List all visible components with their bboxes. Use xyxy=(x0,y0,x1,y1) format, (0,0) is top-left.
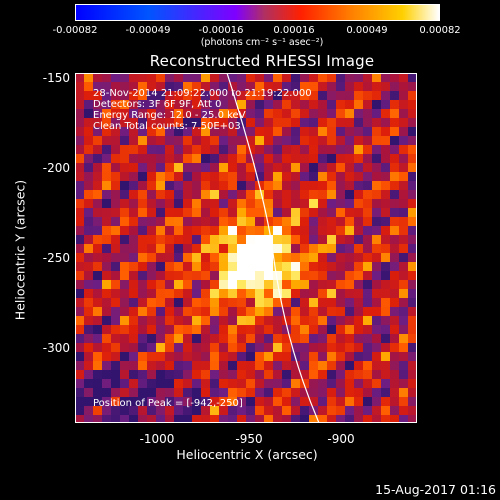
annotation-peak-position: Position of Peak = [-942,-250] xyxy=(93,398,243,409)
x-tick-label: -900 xyxy=(327,432,355,446)
annotation-time-range: 28-Nov-2014 21:09:22.000 to 21:19:22.000 xyxy=(93,88,312,99)
timestamp: 15-Aug-2017 01:16 xyxy=(375,482,496,497)
colorbar-tick-label: 0.00049 xyxy=(346,25,388,36)
y-tick-label: -300 xyxy=(42,341,70,355)
x-tick-label: -950 xyxy=(235,432,263,446)
y-tick-label: -200 xyxy=(42,161,70,175)
x-tick-label: -1000 xyxy=(139,432,175,446)
annotation-method-counts: Clean Total counts: 7.50E+03 xyxy=(93,121,241,132)
plot-frame xyxy=(75,73,417,423)
solar-limb-line xyxy=(226,73,320,423)
colorbar-units: (photons cm⁻² s⁻¹ asec⁻²) xyxy=(200,37,324,48)
y-axis-label: Heliocentric Y (arcsec) xyxy=(12,179,28,321)
annotation-energy-range: Energy Range: 12.0 - 25.0 keV xyxy=(93,110,246,121)
heatmap-image xyxy=(75,73,417,423)
y-tick-label: -250 xyxy=(42,251,70,265)
x-axis-label: Heliocentric X (arcsec) xyxy=(176,447,318,462)
colorbar-tick-label: -0.00016 xyxy=(198,25,244,36)
colorbar-tick-label: -0.00082 xyxy=(52,25,98,36)
plot-title: Reconstructed RHESSI Image xyxy=(149,52,375,70)
colorbar-tick-label: 0.00082 xyxy=(419,25,461,36)
annotation-detectors: Detectors: 3F 6F 9F, Att 0 xyxy=(93,99,222,110)
y-tick-label: -150 xyxy=(42,71,70,85)
colorbar-tick-label: -0.00049 xyxy=(125,25,171,36)
colorbar-tick-label: 0.00016 xyxy=(273,25,315,36)
colorbar xyxy=(75,4,440,21)
plot-area xyxy=(75,73,417,423)
